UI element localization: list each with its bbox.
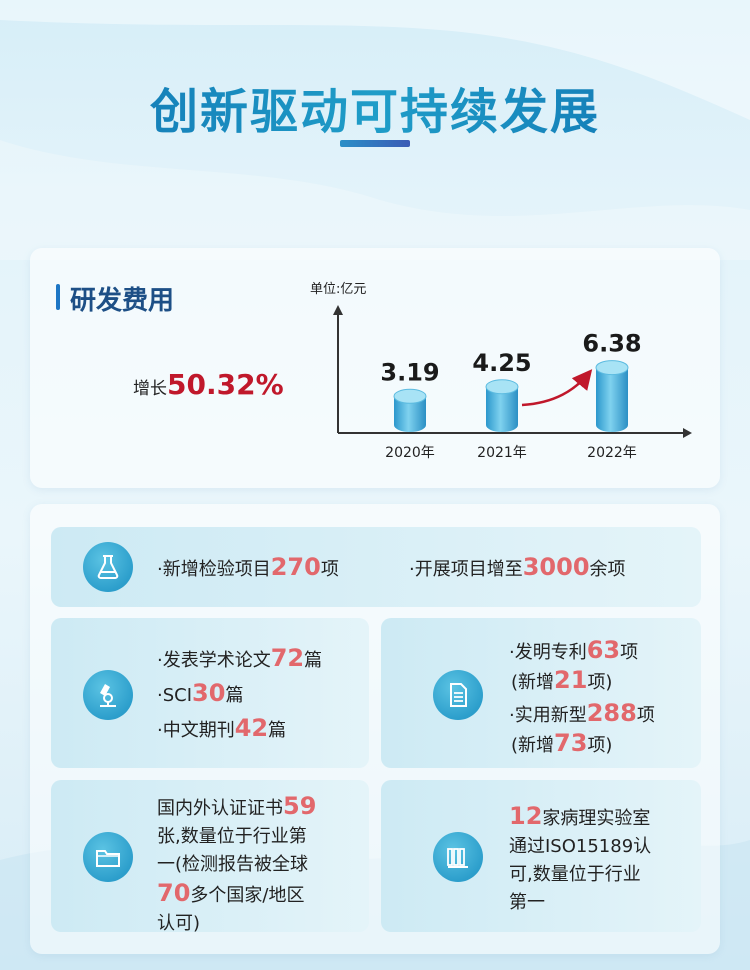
inspection-card: ·新增检验项目270项 ·开展项目增至3000余项 xyxy=(51,527,701,607)
papers-card: ·发表学术论文72篇 ·SCI30篇 ·中文期刊42篇 xyxy=(51,618,369,768)
bar-3: 6.38 2022年 xyxy=(582,330,641,461)
certifications-line-5: 认可) xyxy=(157,913,201,934)
patents-line-1-number: 63 xyxy=(586,636,621,664)
title-underline xyxy=(340,140,410,147)
certifications-text: 国内外认证证书59 张,数量位于行业第 一(检测报告被全球 70多个国家/地区 … xyxy=(157,792,316,938)
inspection-item-1-number: 270 xyxy=(270,553,321,581)
certifications-line-1-text: 国内外认证证书 xyxy=(157,798,283,819)
inspection-item-2: ·开展项目增至3000余项 xyxy=(409,553,626,582)
growth-value: 50.32% xyxy=(167,368,284,401)
papers-line-3-text: ·中文期刊 xyxy=(157,720,235,741)
x-tick-label: 2021年 xyxy=(477,445,527,461)
labs-line-1: 12家病理实验室 xyxy=(509,802,651,833)
page-title: 创新驱动可持续发展 xyxy=(0,72,750,142)
papers-line-2-number: 30 xyxy=(192,679,226,707)
certifications-line-4-text: 多个国家/地区 xyxy=(190,885,305,906)
labs-line-3: 可,数量位于行业 xyxy=(509,864,641,885)
papers-line-1-unit: 篇 xyxy=(304,650,323,671)
papers-line-1: ·发表学术论文72篇 xyxy=(157,644,322,673)
folder-icon xyxy=(83,832,133,882)
certifications-line-4: 70多个国家/地区 xyxy=(157,879,316,910)
patents-line-1-unit: 项 xyxy=(620,642,639,663)
certifications-card: 国内外认证证书59 张,数量位于行业第 一(检测报告被全球 70多个国家/地区 … xyxy=(51,780,369,934)
inspection-item-1: ·新增检验项目270项 xyxy=(157,553,339,582)
bar-value-label: 6.38 xyxy=(582,330,641,358)
rd-growth: 增长50.32% xyxy=(133,368,284,401)
bar-value-label: 4.25 xyxy=(472,349,531,377)
microscope-icon xyxy=(83,670,133,720)
certifications-line-1: 国内外认证证书59 xyxy=(157,792,316,823)
chart-unit-label: 单位:亿元 xyxy=(310,282,366,297)
patents-line-1-text: ·发明专利 xyxy=(509,642,587,663)
document-icon xyxy=(433,670,483,720)
inspection-item-1-text: ·新增检验项目 xyxy=(157,559,271,580)
papers-line-2-text: ·SCI xyxy=(157,685,193,706)
patents-line-4: (新增73项) xyxy=(511,729,612,758)
labs-card: 12家病理实验室 通过ISO15189认 可,数量位于行业 第一 xyxy=(381,780,701,932)
books-icon xyxy=(433,832,483,882)
growth-label: 增长 xyxy=(133,379,167,399)
patents-line-3-unit: 项 xyxy=(636,705,655,726)
inspection-item-2-number: 3000 xyxy=(522,553,590,581)
patents-line-4-unit: 项) xyxy=(587,735,613,756)
x-tick-label: 2020年 xyxy=(385,445,435,461)
labs-line-2: 通过ISO15189认 xyxy=(509,836,652,857)
certifications-line-1-number: 59 xyxy=(283,792,317,820)
papers-line-1-number: 72 xyxy=(270,644,305,672)
x-tick-label: 2022年 xyxy=(587,445,637,461)
patents-line-1: ·发明专利63项 xyxy=(509,636,638,665)
patents-line-2: (新增21项) xyxy=(511,666,612,695)
bar-1: 3.19 2020年 xyxy=(380,358,439,461)
y-axis-arrow xyxy=(333,305,343,315)
papers-line-3: ·中文期刊42篇 xyxy=(157,714,286,743)
labs-line-1-text: 家病理实验室 xyxy=(542,808,651,829)
papers-line-3-unit: 篇 xyxy=(268,720,287,741)
patents-line-3-number: 288 xyxy=(586,699,637,727)
certifications-line-4-number: 70 xyxy=(157,879,191,907)
growth-arrow xyxy=(521,369,593,407)
patents-line-3: ·实用新型288项 xyxy=(509,699,655,728)
patents-line-2-number: 21 xyxy=(554,666,588,694)
labs-text: 12家病理实验室 通过ISO15189认 可,数量位于行业 第一 xyxy=(509,802,651,917)
bar-body xyxy=(394,396,426,432)
certifications-line-3: 一(检测报告被全球 xyxy=(157,854,309,875)
rd-heading: 研发费用 xyxy=(56,280,174,317)
patents-line-3-text: ·实用新型 xyxy=(509,705,587,726)
bar-top xyxy=(485,379,519,395)
bar-body xyxy=(596,367,628,432)
patents-line-4-number: 73 xyxy=(554,729,588,757)
inspection-item-2-unit: 余项 xyxy=(589,559,626,580)
bar-top xyxy=(595,360,629,376)
rd-bar-chart: 单位:亿元 3.19 2020年 4.25 2021年 6.38 2022年 xyxy=(310,282,692,461)
bar-body xyxy=(486,386,518,432)
bar-top xyxy=(393,388,427,404)
x-axis-arrow xyxy=(683,428,692,438)
labs-line-4: 第一 xyxy=(509,892,545,913)
papers-line-2-unit: 篇 xyxy=(225,685,244,706)
certifications-line-2: 张,数量位于行业第 xyxy=(157,826,307,847)
papers-line-3-number: 42 xyxy=(234,714,269,742)
bar-value-label: 3.19 xyxy=(380,358,439,386)
patents-line-2-text: (新增 xyxy=(511,672,555,693)
bar-2: 4.25 2021年 xyxy=(472,349,531,461)
patents-card: ·发明专利63项 (新增21项) ·实用新型288项 (新增73项) xyxy=(381,618,701,768)
labs-line-1-number: 12 xyxy=(509,802,543,830)
papers-line-2: ·SCI30篇 xyxy=(157,679,243,708)
papers-line-1-text: ·发表学术论文 xyxy=(157,650,271,671)
patents-line-2-unit: 项) xyxy=(587,672,613,693)
inspection-item-2-text: ·开展项目增至 xyxy=(409,559,523,580)
inspection-item-1-unit: 项 xyxy=(320,559,339,580)
patents-line-4-text: (新增 xyxy=(511,735,555,756)
lab-flask-icon xyxy=(83,542,133,592)
